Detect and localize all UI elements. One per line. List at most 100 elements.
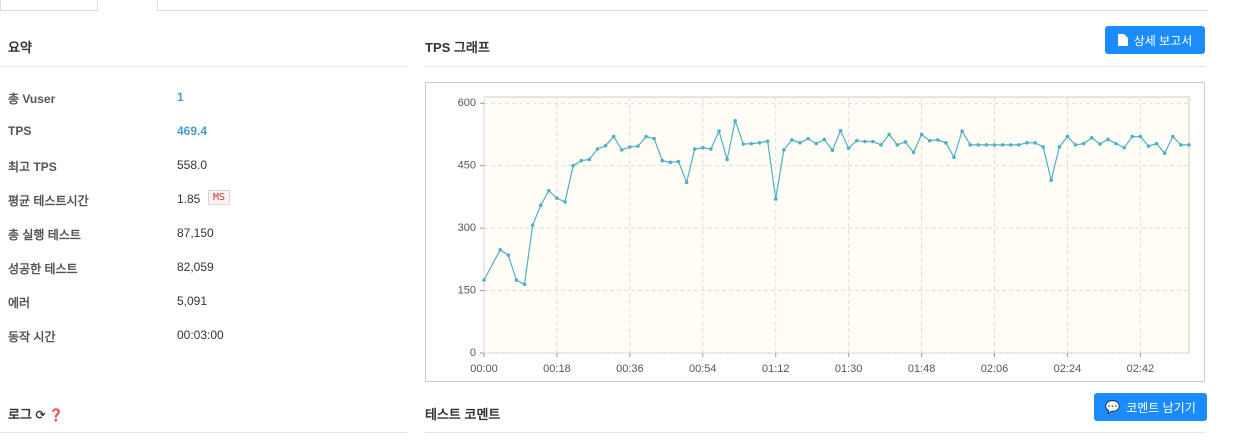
tps-point (1114, 141, 1118, 146)
summary-label: 최고 TPS (8, 160, 57, 174)
plot-area (483, 96, 1190, 354)
tps-point (555, 196, 559, 200)
tps-point (871, 139, 875, 144)
tps-point (628, 145, 632, 149)
tps-point (498, 247, 503, 252)
x-tick-label: 00:54 (689, 363, 717, 375)
tps-point (1162, 151, 1167, 155)
tps-point (911, 150, 916, 155)
tps-chart: 0 150 300 450 600 00:00 00:18 00:36 00:54 01:12 01… (425, 82, 1205, 382)
tps-point (725, 157, 729, 162)
tps-point (709, 147, 713, 151)
tps-point (684, 180, 689, 185)
y-tick-label: 0 (470, 347, 476, 359)
summary-label: TPS (8, 124, 32, 138)
x-tick-label: 00:18 (543, 363, 571, 375)
tps-point (579, 158, 584, 163)
tps-point (1041, 145, 1045, 149)
summary-value: 00:03:00 (177, 328, 224, 342)
tps-point (1138, 134, 1143, 139)
tps-point (773, 197, 778, 201)
tps-point (1033, 140, 1037, 145)
x-tick-label: 02:42 (1127, 363, 1155, 375)
tps-point (668, 160, 673, 165)
tps-point (822, 137, 827, 142)
summary-label: 에러 (8, 296, 31, 310)
tps-point (611, 134, 616, 139)
tps-point (879, 143, 883, 147)
x-tick-label: 00:00 (470, 363, 498, 375)
x-tick-label: 00:36 (616, 363, 644, 375)
tps-point (733, 118, 738, 123)
report-button-label: 상세 보고서 (1133, 33, 1193, 48)
tps-point (968, 143, 973, 147)
tps-point (741, 142, 746, 146)
tps-point (1187, 143, 1191, 147)
tps-point (636, 144, 640, 148)
summary-value: 82,059 (177, 260, 214, 274)
tps-point (1089, 135, 1094, 140)
tps-point (506, 253, 511, 257)
summary-label: 평균 테스트시간 (8, 194, 89, 208)
tps-point (927, 138, 932, 143)
y-tick-label: 300 (458, 222, 476, 234)
log-title-text: 로그 (8, 407, 32, 422)
tps-point (895, 143, 900, 147)
tps-point (984, 143, 989, 147)
tps-point (830, 148, 835, 153)
tps-point (1073, 143, 1078, 147)
tps-point (692, 147, 697, 151)
tps-point (603, 143, 608, 148)
tps-point (935, 138, 940, 142)
tps-point (790, 138, 794, 142)
tps-point (944, 140, 948, 145)
summary-label: 총 Vuser (8, 92, 56, 106)
tps-point (1146, 144, 1151, 148)
tps-point (1081, 141, 1086, 146)
tps-point (644, 134, 648, 139)
x-tick-label: 02:24 (1054, 363, 1082, 375)
tps-point (530, 223, 535, 228)
tps-point (1098, 142, 1102, 146)
report-button[interactable]: 상세 보고서 (1105, 26, 1205, 54)
summary-label: 성공한 테스트 (8, 262, 78, 276)
x-tick-label: 01:12 (762, 363, 790, 375)
summary-title: 요약 (8, 40, 32, 55)
tps-point (838, 128, 843, 133)
tps-point (903, 140, 908, 144)
tps-point (1065, 134, 1070, 139)
graph-title: TPS 그래프 (425, 40, 490, 55)
tps-point (976, 143, 981, 147)
tps-point (782, 148, 786, 152)
tps-point (919, 132, 924, 137)
y-tick-label: 600 (458, 97, 476, 109)
unit-badge: MS (208, 190, 231, 205)
comment-button-label: 코멘트 남기기 (1126, 400, 1196, 415)
tps-point (571, 163, 575, 168)
tps-point (514, 278, 519, 282)
tps-point (846, 146, 851, 150)
comment-button[interactable]: 💬 코멘트 남기기 (1094, 393, 1207, 421)
tps-point (814, 141, 819, 146)
tps-point (863, 139, 867, 144)
x-tick-label: 02:06 (981, 363, 1009, 375)
tps-point (1122, 145, 1126, 150)
tps-point (676, 159, 681, 164)
tab-bar (0, 0, 1234, 12)
summary-value: 87,150 (177, 226, 214, 240)
tps-point (798, 140, 802, 145)
tps-point (1057, 145, 1062, 149)
tps-point (1000, 143, 1005, 147)
tps-point (854, 138, 859, 143)
summary-label: 동작 시간 (8, 330, 56, 344)
tps-point (595, 147, 600, 151)
tps-point (587, 157, 592, 162)
x-tick-label: 01:30 (835, 363, 863, 375)
tps-point (482, 278, 486, 282)
tps-point (619, 148, 624, 152)
x-tick-label: 01:48 (908, 363, 936, 375)
tps-point (992, 143, 997, 147)
tps-point (757, 140, 762, 145)
tps-point (1130, 134, 1135, 139)
tps-point (887, 132, 891, 137)
